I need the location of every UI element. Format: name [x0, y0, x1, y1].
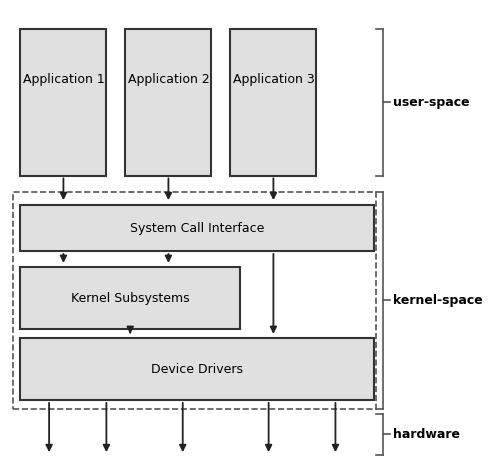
FancyBboxPatch shape [126, 29, 212, 176]
Text: Application 3: Application 3 [232, 73, 314, 86]
FancyBboxPatch shape [20, 205, 374, 251]
Text: Device Drivers: Device Drivers [151, 363, 243, 376]
Text: System Call Interface: System Call Interface [130, 222, 264, 235]
Text: hardware: hardware [392, 428, 460, 441]
Text: Application 2: Application 2 [128, 73, 210, 86]
FancyBboxPatch shape [20, 338, 374, 400]
Text: user-space: user-space [392, 96, 469, 109]
FancyBboxPatch shape [230, 29, 316, 176]
FancyBboxPatch shape [20, 29, 106, 176]
FancyBboxPatch shape [20, 267, 240, 329]
Text: Application 1: Application 1 [22, 73, 104, 86]
Text: Kernel Subsystems: Kernel Subsystems [71, 292, 190, 305]
Text: kernel-space: kernel-space [392, 294, 482, 307]
